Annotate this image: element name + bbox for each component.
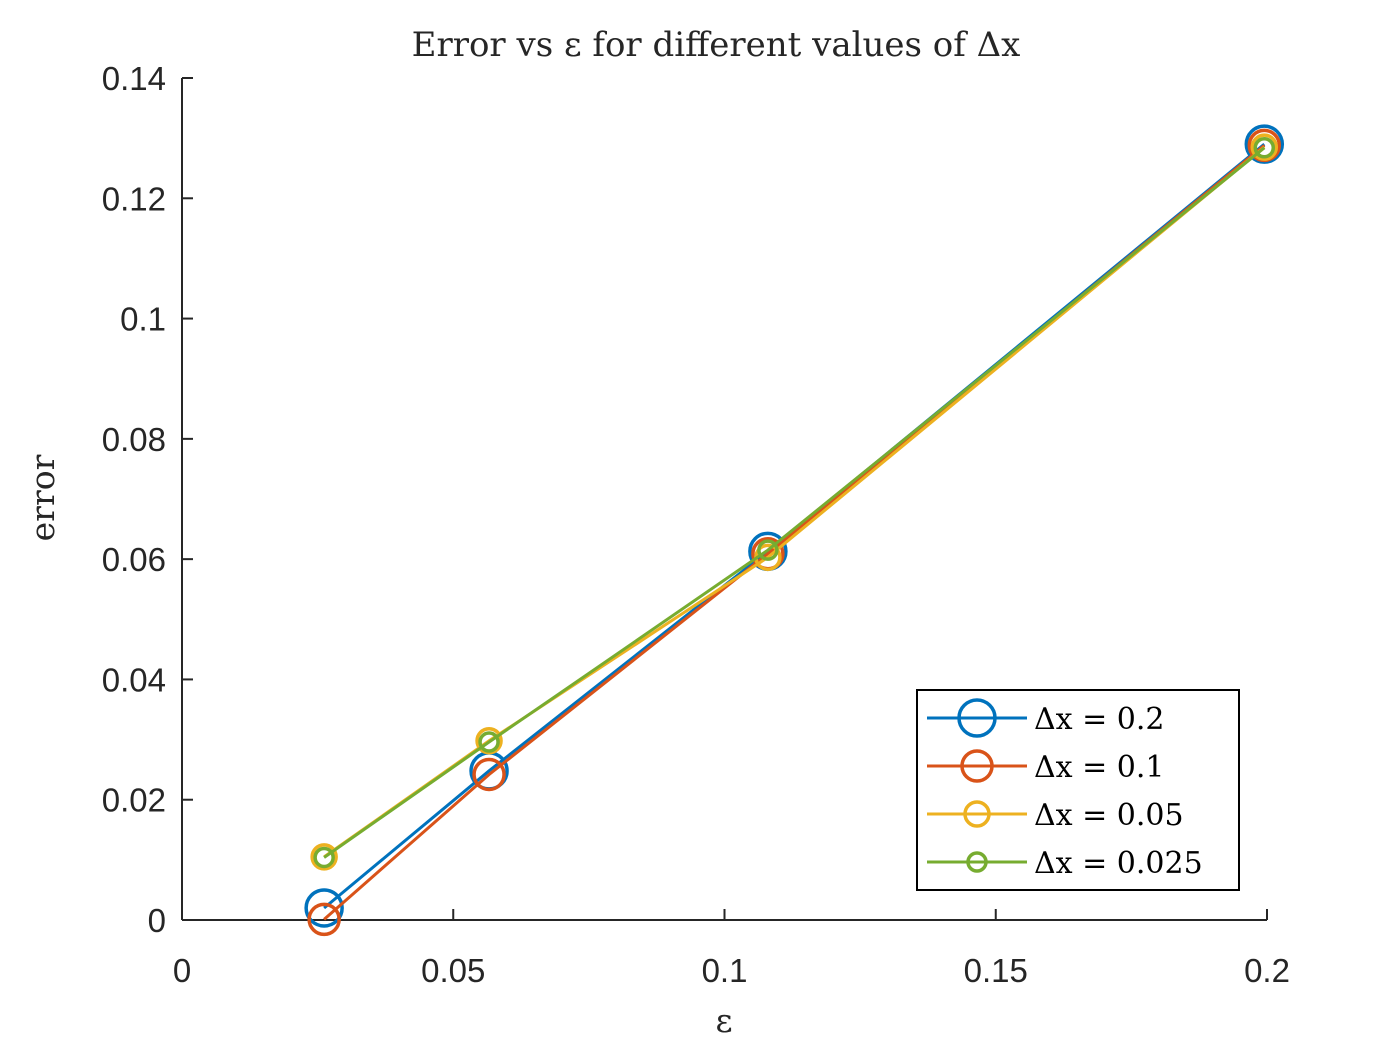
y-tick-label: 0.02 xyxy=(102,782,166,819)
y-tick-label: 0 xyxy=(148,902,166,939)
y-tick-label: 0.04 xyxy=(102,661,166,698)
series-4 xyxy=(313,137,1276,869)
data-point xyxy=(313,846,335,869)
data-point xyxy=(310,843,338,871)
legend-item: Δx = 0.2 xyxy=(927,698,1165,738)
data-point xyxy=(307,902,341,937)
x-tick-label: 0.15 xyxy=(964,952,1028,989)
y-tick-label: 0.14 xyxy=(102,60,166,97)
legend-label: Δx = 0.025 xyxy=(1034,846,1203,881)
axes: 0 0.05 0.1 0.15 0.2 0 0.02 0.04 0.06 0.08 0.1 0.12 0… xyxy=(102,60,1290,989)
x-tick-label: 0.05 xyxy=(421,952,485,989)
legend-item: Δx = 0.025 xyxy=(927,846,1203,881)
legend-label: Δx = 0.2 xyxy=(1034,702,1165,737)
x-tick-label: 0.2 xyxy=(1244,952,1290,989)
legend: Δx = 0.2 Δx = 0.1 Δx = 0.05 Δx = 0.025 xyxy=(916,689,1240,891)
x-tick-label: 0 xyxy=(173,952,191,989)
plot-area xyxy=(304,124,1285,937)
legend-swatch-marker xyxy=(957,698,997,738)
y-tick-label: 0.08 xyxy=(102,421,166,458)
data-point xyxy=(1253,137,1276,159)
legend-label: Δx = 0.1 xyxy=(1034,750,1165,785)
y-tick-label: 0.12 xyxy=(102,180,166,217)
data-point xyxy=(472,757,506,792)
legend-label: Δx = 0.05 xyxy=(1034,798,1184,833)
data-point xyxy=(478,731,500,753)
data-point xyxy=(304,888,344,928)
legend-swatch-marker xyxy=(960,749,994,783)
y-tick-label: 0.1 xyxy=(120,301,166,338)
legend-item: Δx = 0.05 xyxy=(927,798,1184,833)
y-axis-title: error xyxy=(23,454,62,541)
legend-swatch-marker xyxy=(966,851,988,873)
x-tick-label: 0.1 xyxy=(702,952,748,989)
data-point xyxy=(475,727,503,755)
x-axis-title: ε xyxy=(715,1001,732,1040)
data-point xyxy=(1244,124,1285,164)
legend-swatch-marker xyxy=(963,800,991,828)
chart-title: Error vs ε for different values of Δx xyxy=(412,25,1021,65)
legend-item: Δx = 0.1 xyxy=(927,749,1165,785)
data-point xyxy=(1250,133,1279,161)
y-tick-label: 0.06 xyxy=(102,541,166,578)
series-line xyxy=(323,146,1266,859)
data-point xyxy=(757,539,779,561)
